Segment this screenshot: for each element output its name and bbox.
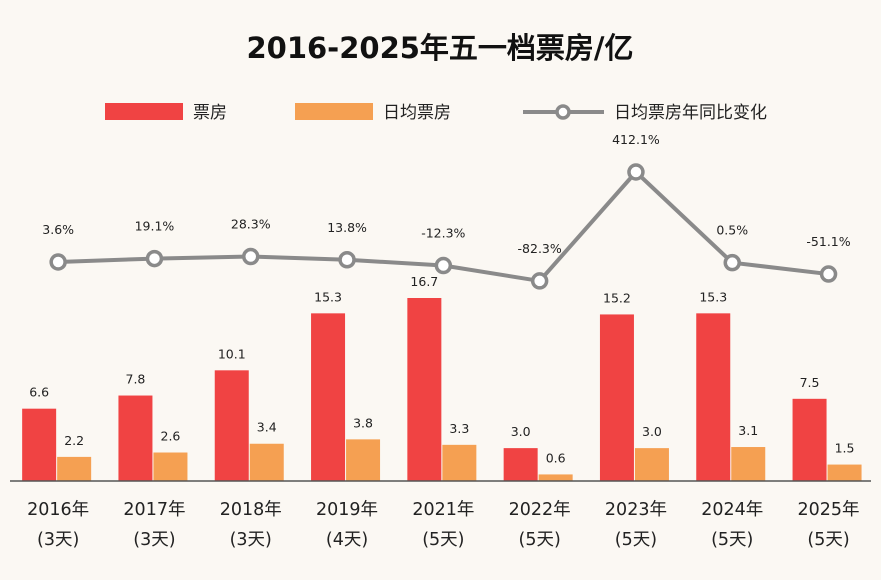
yoy-point bbox=[338, 251, 356, 269]
x-tick-sublabel: (5天) bbox=[422, 530, 464, 550]
bar-label-daily-avg: 1.5 bbox=[835, 441, 855, 456]
bar-box-office bbox=[214, 370, 249, 481]
yoy-point bbox=[723, 253, 741, 272]
x-tick-label: 2025年 bbox=[798, 500, 860, 520]
yoy-point bbox=[49, 253, 67, 271]
yoy-point bbox=[627, 163, 645, 181]
bar-label-daily-avg: 2.2 bbox=[64, 433, 84, 448]
bar-label-box-office: 3.0 bbox=[511, 424, 531, 439]
legend: 票房 日均票房 日均票房年同比变化 bbox=[105, 103, 767, 123]
bar-box-office bbox=[22, 408, 57, 481]
x-tick-sublabel: (5天) bbox=[615, 530, 657, 550]
bar-box-office bbox=[407, 298, 442, 481]
bar-label-box-office: 15.2 bbox=[603, 290, 631, 305]
legend-marker-yoy bbox=[555, 104, 571, 120]
yoy-point-label: -12.3% bbox=[421, 226, 465, 241]
x-tick-label: 2024年 bbox=[701, 500, 763, 520]
x-tick-label: 2017年 bbox=[123, 500, 185, 520]
bar-box-office bbox=[696, 313, 731, 481]
bar-label-box-office: 7.8 bbox=[126, 372, 146, 387]
yoy-point-label: -51.1% bbox=[806, 234, 850, 249]
bar-label-daily-avg: 2.6 bbox=[161, 429, 181, 444]
x-axis-labels: 2016年 (3天) 2017年 (3天) 2018年 (3天) 2019年 (4天) 2021… bbox=[27, 500, 859, 550]
legend-swatch-daily-avg bbox=[295, 103, 373, 120]
x-tick-sublabel: (5天) bbox=[807, 530, 849, 550]
bar-box-office bbox=[599, 314, 634, 481]
bar-daily-avg bbox=[731, 447, 766, 481]
x-tick-label: 2021年 bbox=[412, 500, 474, 520]
bar-box-office bbox=[118, 395, 153, 481]
x-tick-sublabel: (3天) bbox=[230, 530, 272, 550]
bar-label-daily-avg: 3.3 bbox=[449, 421, 469, 436]
chart-title: 2016-2025年五一档票房/亿 bbox=[246, 31, 633, 65]
bar-daily-avg bbox=[153, 452, 188, 481]
x-tick-label: 2016年 bbox=[27, 500, 89, 520]
bar-daily-avg bbox=[442, 444, 477, 481]
bars-layer: 6.6 2.2 7.8 2.6 10.1 3.4 15.3 3.8 16.7 3.3 3.0 0.6 1… bbox=[22, 274, 862, 481]
bar-label-daily-avg: 3.4 bbox=[257, 420, 277, 435]
bar-label-box-office: 15.3 bbox=[699, 289, 727, 304]
bar-label-box-office: 7.5 bbox=[800, 375, 820, 390]
yoy-point bbox=[530, 272, 549, 290]
bar-daily-avg bbox=[57, 456, 92, 481]
bar-label-daily-avg: 0.6 bbox=[546, 450, 566, 465]
yoy-point-label: 0.5% bbox=[716, 223, 748, 238]
yoy-point-label: 13.8% bbox=[327, 220, 367, 235]
bar-label-box-office: 16.7 bbox=[410, 274, 438, 289]
legend-label-yoy: 日均票房年同比变化 bbox=[614, 103, 767, 123]
bar-label-daily-avg: 3.8 bbox=[353, 415, 373, 430]
x-tick-sublabel: (3天) bbox=[133, 530, 175, 550]
x-tick-sublabel: (5天) bbox=[711, 530, 753, 550]
x-tick-label: 2019年 bbox=[316, 500, 378, 520]
legend-swatch-box-office bbox=[105, 103, 183, 120]
x-tick-label: 2018年 bbox=[220, 500, 282, 520]
legend-label-daily-avg: 日均票房 bbox=[383, 103, 451, 123]
x-tick-label: 2023年 bbox=[605, 500, 667, 520]
bar-daily-avg bbox=[346, 439, 381, 481]
yoy-point bbox=[434, 256, 453, 275]
yoy-point-label: -82.3% bbox=[518, 241, 562, 256]
bar-box-office bbox=[792, 398, 827, 481]
yoy-point bbox=[242, 247, 260, 266]
bar-daily-avg bbox=[634, 448, 669, 481]
bar-label-daily-avg: 3.0 bbox=[642, 424, 662, 439]
yoy-point-label: 3.6% bbox=[42, 222, 74, 237]
yoy-point-label: 412.1% bbox=[612, 132, 660, 147]
bar-box-office bbox=[311, 313, 346, 481]
bar-daily-avg bbox=[249, 443, 284, 481]
bar-label-box-office: 6.6 bbox=[29, 385, 49, 400]
yoy-point bbox=[819, 265, 838, 283]
yoy-point-label: 19.1% bbox=[135, 219, 175, 234]
x-tick-label: 2022年 bbox=[509, 500, 571, 520]
line-layer: 3.6% 19.1% 28.3% 13.8% -12.3% -82.3% 412.1% 0.5… bbox=[42, 132, 851, 290]
bar-box-office bbox=[503, 448, 538, 481]
bar-label-box-office: 15.3 bbox=[314, 289, 342, 304]
bar-daily-avg bbox=[538, 474, 573, 481]
bar-label-box-office: 10.1 bbox=[218, 346, 246, 361]
x-tick-sublabel: (3天) bbox=[37, 530, 79, 550]
yoy-point bbox=[145, 249, 164, 268]
yoy-point-label: 28.3% bbox=[231, 217, 271, 232]
bar-daily-avg bbox=[827, 464, 862, 481]
x-tick-sublabel: (5天) bbox=[519, 530, 561, 550]
legend-label-box-office: 票房 bbox=[193, 103, 227, 123]
bar-label-daily-avg: 3.1 bbox=[738, 423, 758, 438]
x-tick-sublabel: (4天) bbox=[326, 530, 368, 550]
